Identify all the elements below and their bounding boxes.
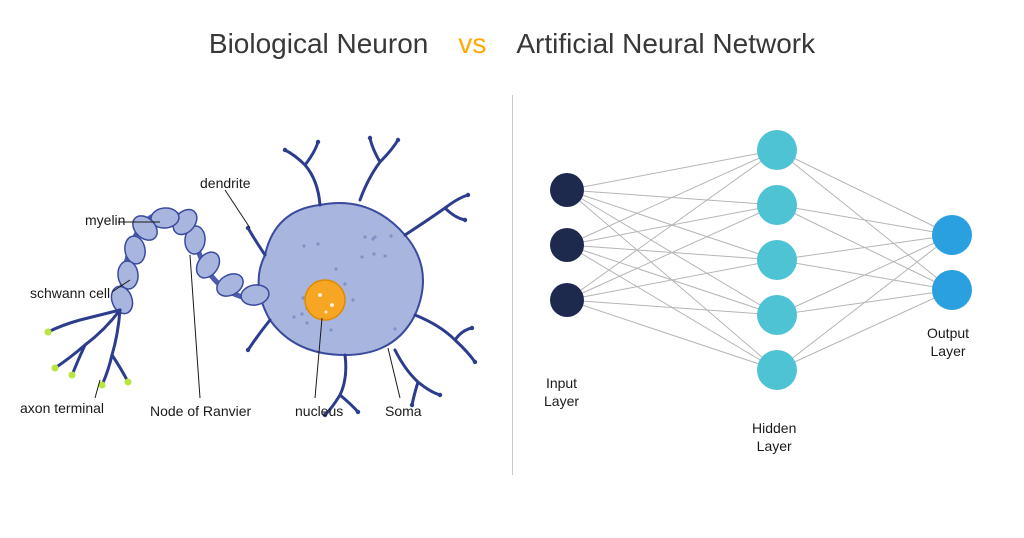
biological-neuron-panel: dendrite myelin schwann cell axon termin… <box>0 100 512 530</box>
neuron-illustration <box>0 100 512 530</box>
label-node-of-ranvier: Node of Ranvier <box>150 403 251 421</box>
ann-diagram <box>512 100 1024 530</box>
label-nucleus: nucleus <box>295 403 343 421</box>
label-myelin: myelin <box>85 212 125 230</box>
label-schwann-cell: schwann cell <box>30 285 110 303</box>
label-input-layer: Input Layer <box>544 375 579 410</box>
label-output-layer: Output Layer <box>927 325 969 360</box>
label-axon-terminal: axon terminal <box>20 400 104 418</box>
label-dendrite: dendrite <box>200 175 251 193</box>
vs-label: vs <box>458 28 486 60</box>
title-biological: Biological Neuron <box>209 28 428 60</box>
label-hidden-layer: Hidden Layer <box>752 420 796 455</box>
ann-panel: Input Layer Hidden Layer Output Layer <box>512 100 1024 530</box>
header: Biological Neuron vs Artificial Neural N… <box>0 0 1024 60</box>
title-ann: Artificial Neural Network <box>516 28 815 60</box>
label-soma: Soma <box>385 403 422 421</box>
